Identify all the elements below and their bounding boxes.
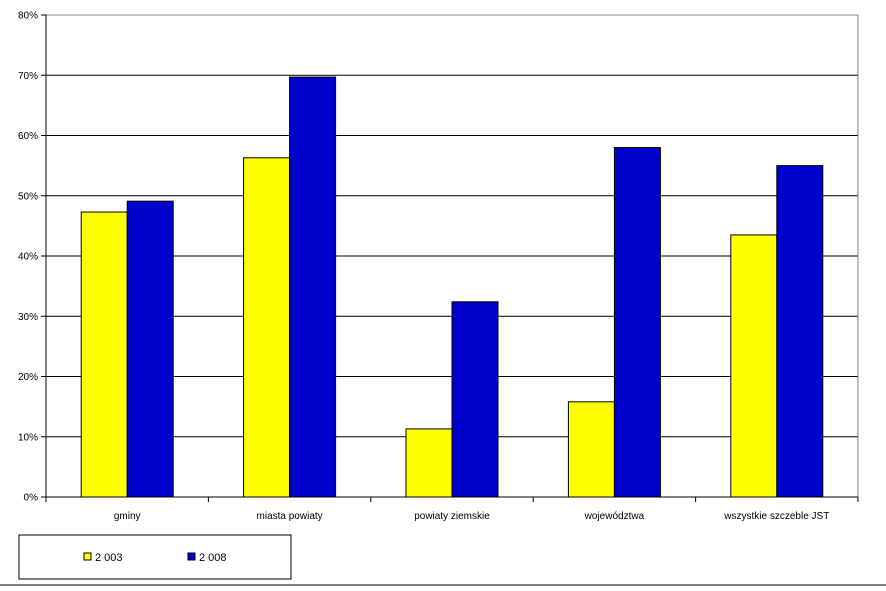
legend-box <box>18 534 292 580</box>
y-tick-label: 50% <box>18 191 38 202</box>
bar-2008-4 <box>776 165 824 498</box>
y-tick-label: 60% <box>18 131 38 142</box>
bar-2003-3 <box>567 401 615 498</box>
x-tick-label: wszystkie szczeble JST <box>723 511 829 522</box>
legend-swatch-2008 <box>187 552 196 561</box>
y-tick-label: 40% <box>18 252 38 263</box>
tick-labels: 0% 10% 20% 30% 40% 50% 60% 70% 80% gminy miasta po… <box>18 11 829 523</box>
legend-label-2003: 2 003 <box>95 552 123 564</box>
y-tick-label: 10% <box>18 432 38 443</box>
y-tick-label: 20% <box>18 372 38 383</box>
legend: 2 003 2 008 <box>18 534 292 580</box>
axes <box>41 14 859 502</box>
y-tick-label: 30% <box>18 312 38 323</box>
bar-2003-4 <box>730 234 778 498</box>
bars <box>80 76 824 498</box>
bar-2008-3 <box>613 147 661 498</box>
legend-label-2008: 2 008 <box>199 552 227 564</box>
x-tick-label: województwa <box>584 511 645 522</box>
y-tick-label: 0% <box>24 493 39 504</box>
bar-2003-0 <box>80 211 128 498</box>
y-tick-label: 70% <box>18 71 38 82</box>
bar-2008-0 <box>126 200 174 498</box>
bar-2008-2 <box>451 301 499 498</box>
bar-2003-2 <box>405 428 453 498</box>
bar-2008-1 <box>289 76 337 498</box>
y-tick-label: 80% <box>18 11 38 22</box>
x-tick-label: miasta powiaty <box>257 511 323 522</box>
legend-swatch-2003 <box>83 552 92 561</box>
x-tick-label: gminy <box>114 511 141 522</box>
bar-2003-1 <box>243 157 291 498</box>
x-tick-label: powiaty ziemskie <box>414 511 490 522</box>
